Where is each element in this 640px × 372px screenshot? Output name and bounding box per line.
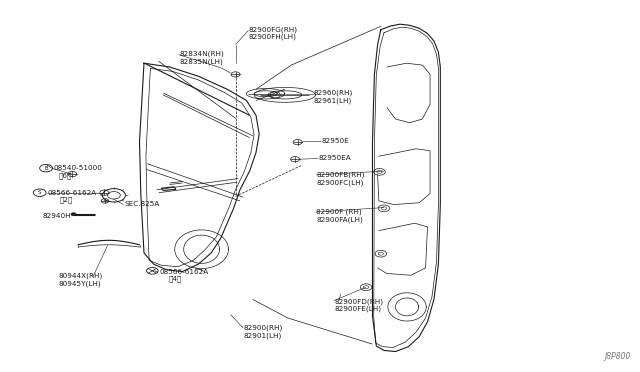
Text: 82940H: 82940H — [42, 213, 71, 219]
Text: 82961(LH): 82961(LH) — [314, 97, 352, 104]
Text: 82900FA(LH): 82900FA(LH) — [316, 216, 363, 223]
Text: 82960(RH): 82960(RH) — [314, 90, 353, 96]
Text: 82950EA: 82950EA — [318, 155, 351, 161]
Text: 08566-6162A: 08566-6162A — [48, 190, 97, 196]
Text: 80945Y(LH): 80945Y(LH) — [59, 280, 102, 287]
Text: SEC.825A: SEC.825A — [125, 201, 160, 207]
Text: 82900FE(LH): 82900FE(LH) — [334, 305, 381, 312]
Circle shape — [71, 213, 76, 216]
Text: 82900FD(RH): 82900FD(RH) — [334, 298, 383, 305]
Text: B: B — [44, 166, 48, 171]
Text: 82950E: 82950E — [321, 138, 349, 144]
Text: 4: 4 — [168, 276, 182, 282]
Text: 08540-51000: 08540-51000 — [54, 165, 102, 171]
Text: 82835N(LH): 82835N(LH) — [179, 58, 223, 65]
Text: 82900(RH): 82900(RH) — [243, 325, 282, 331]
Text: J8P800: J8P800 — [604, 352, 630, 361]
Text: 6: 6 — [59, 172, 72, 179]
Text: 82900FB(RH): 82900FB(RH) — [316, 171, 365, 178]
Text: 80944X(RH): 80944X(RH) — [59, 273, 103, 279]
Text: 82834N(RH): 82834N(RH) — [179, 51, 224, 57]
Text: 82900FH(LH): 82900FH(LH) — [248, 34, 296, 41]
Text: 82901(LH): 82901(LH) — [243, 332, 282, 339]
Text: S: S — [38, 190, 42, 195]
Text: 82900FG(RH): 82900FG(RH) — [248, 26, 298, 33]
Text: 82900F (RH): 82900F (RH) — [316, 209, 362, 215]
Text: 82900FC(LH): 82900FC(LH) — [316, 179, 364, 186]
Text: 2: 2 — [60, 197, 73, 203]
Text: 08566-6162A: 08566-6162A — [160, 269, 209, 275]
